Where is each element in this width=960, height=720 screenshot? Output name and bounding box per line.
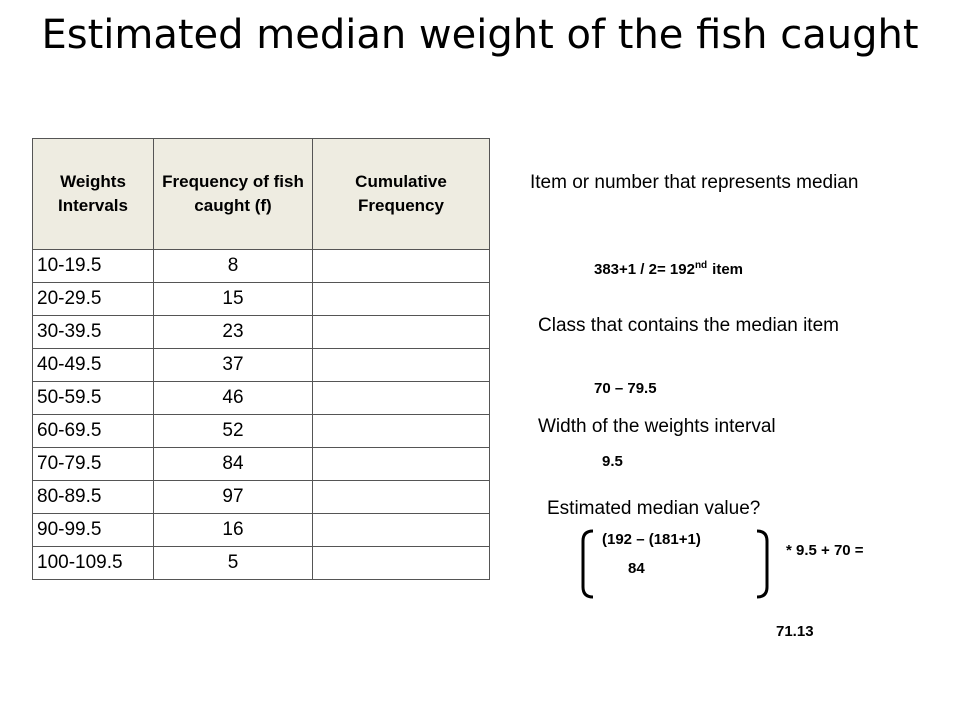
header-cell: Weights Intervals	[32, 138, 154, 250]
width-question: Width of the weights interval	[538, 416, 776, 437]
table-cell	[312, 513, 490, 547]
class-question: Class that contains the median item	[538, 315, 839, 336]
table-cell: 70-79.5	[32, 447, 154, 481]
table-cell: 50-59.5	[32, 381, 154, 415]
table-cell: 52	[153, 414, 313, 448]
table-cell: 15	[153, 282, 313, 316]
formula-tail: * 9.5 + 70 =	[786, 542, 864, 559]
table-cell: 46	[153, 381, 313, 415]
width-answer: 9.5	[602, 453, 623, 470]
table-row: 90-99.5 16	[32, 513, 490, 547]
text: item	[712, 261, 743, 278]
table-cell	[312, 546, 490, 580]
table-cell: 100-109.5	[32, 546, 154, 580]
table-cell	[312, 381, 490, 415]
class-answer: 70 – 79.5	[594, 380, 657, 397]
table-cell	[312, 315, 490, 349]
table-cell: 60-69.5	[32, 414, 154, 448]
table-cell: 37	[153, 348, 313, 382]
title: Estimated median weight of the fish caug…	[41, 12, 919, 58]
table-cell: 23	[153, 315, 313, 349]
header-cell: Frequency of fish caught (f)	[153, 138, 313, 250]
table-row: 100-109.5 5	[32, 546, 490, 580]
frequency-table: Weights Intervals Frequency of fish caug…	[32, 138, 490, 580]
table-cell	[312, 282, 490, 316]
table-row: 20-29.5 15	[32, 282, 490, 316]
table-row: 40-49.5 37	[32, 348, 490, 382]
table-cell: 10-19.5	[32, 249, 154, 283]
denominator: 84	[628, 560, 645, 577]
table-cell: 30-39.5	[32, 315, 154, 349]
result: 71.13	[776, 623, 814, 640]
table-cell: 90-99.5	[32, 513, 154, 547]
table-row: 10-19.5 8	[32, 249, 490, 283]
table-cell: 5	[153, 546, 313, 580]
item-question: Item or number that represents median	[530, 172, 859, 193]
table-row: 50-59.5 46	[32, 381, 490, 415]
table-cell: 20-29.5	[32, 282, 154, 316]
table-cell	[312, 447, 490, 481]
table-cell	[312, 414, 490, 448]
table-cell: 8	[153, 249, 313, 283]
table-cell: 80-89.5	[32, 480, 154, 514]
table-row: 30-39.5 23	[32, 315, 490, 349]
item-answer: 383+1 / 2= 192nd item	[594, 260, 743, 278]
table-cell: 97	[153, 480, 313, 514]
table-row: 70-79.5 84	[32, 447, 490, 481]
text: 383+1 / 2= 192	[594, 261, 695, 278]
table-cell: 40-49.5	[32, 348, 154, 382]
brackets	[581, 529, 769, 599]
median-question: Estimated median value?	[547, 498, 761, 519]
table-cell: 16	[153, 513, 313, 547]
table-row: 80-89.5 97	[32, 480, 490, 514]
table-cell	[312, 348, 490, 382]
right-bracket	[756, 529, 769, 599]
table-cell	[312, 249, 490, 283]
superscript: nd	[694, 260, 708, 271]
header-cell: Cumulative Frequency	[312, 138, 490, 250]
table-cell: 84	[153, 447, 313, 481]
table-cell	[312, 480, 490, 514]
table-row: 60-69.5 52	[32, 414, 490, 448]
numerator: (192 – (181+1)	[602, 531, 701, 548]
left-bracket	[581, 529, 594, 599]
